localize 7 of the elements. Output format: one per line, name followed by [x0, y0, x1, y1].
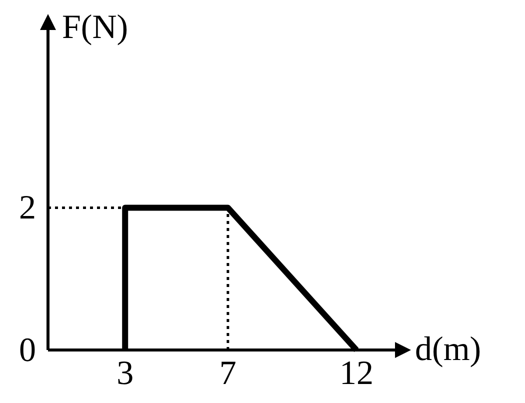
- x-tick-label: 3: [116, 355, 134, 392]
- x-tick-label: 12: [339, 355, 374, 392]
- y-tick-label: 2: [19, 190, 36, 227]
- x-axis-title: d(m): [415, 331, 482, 368]
- y-axis-title: F(N): [62, 9, 128, 46]
- y-tick-label: 0: [19, 332, 36, 369]
- x-tick-label: 7: [219, 355, 236, 392]
